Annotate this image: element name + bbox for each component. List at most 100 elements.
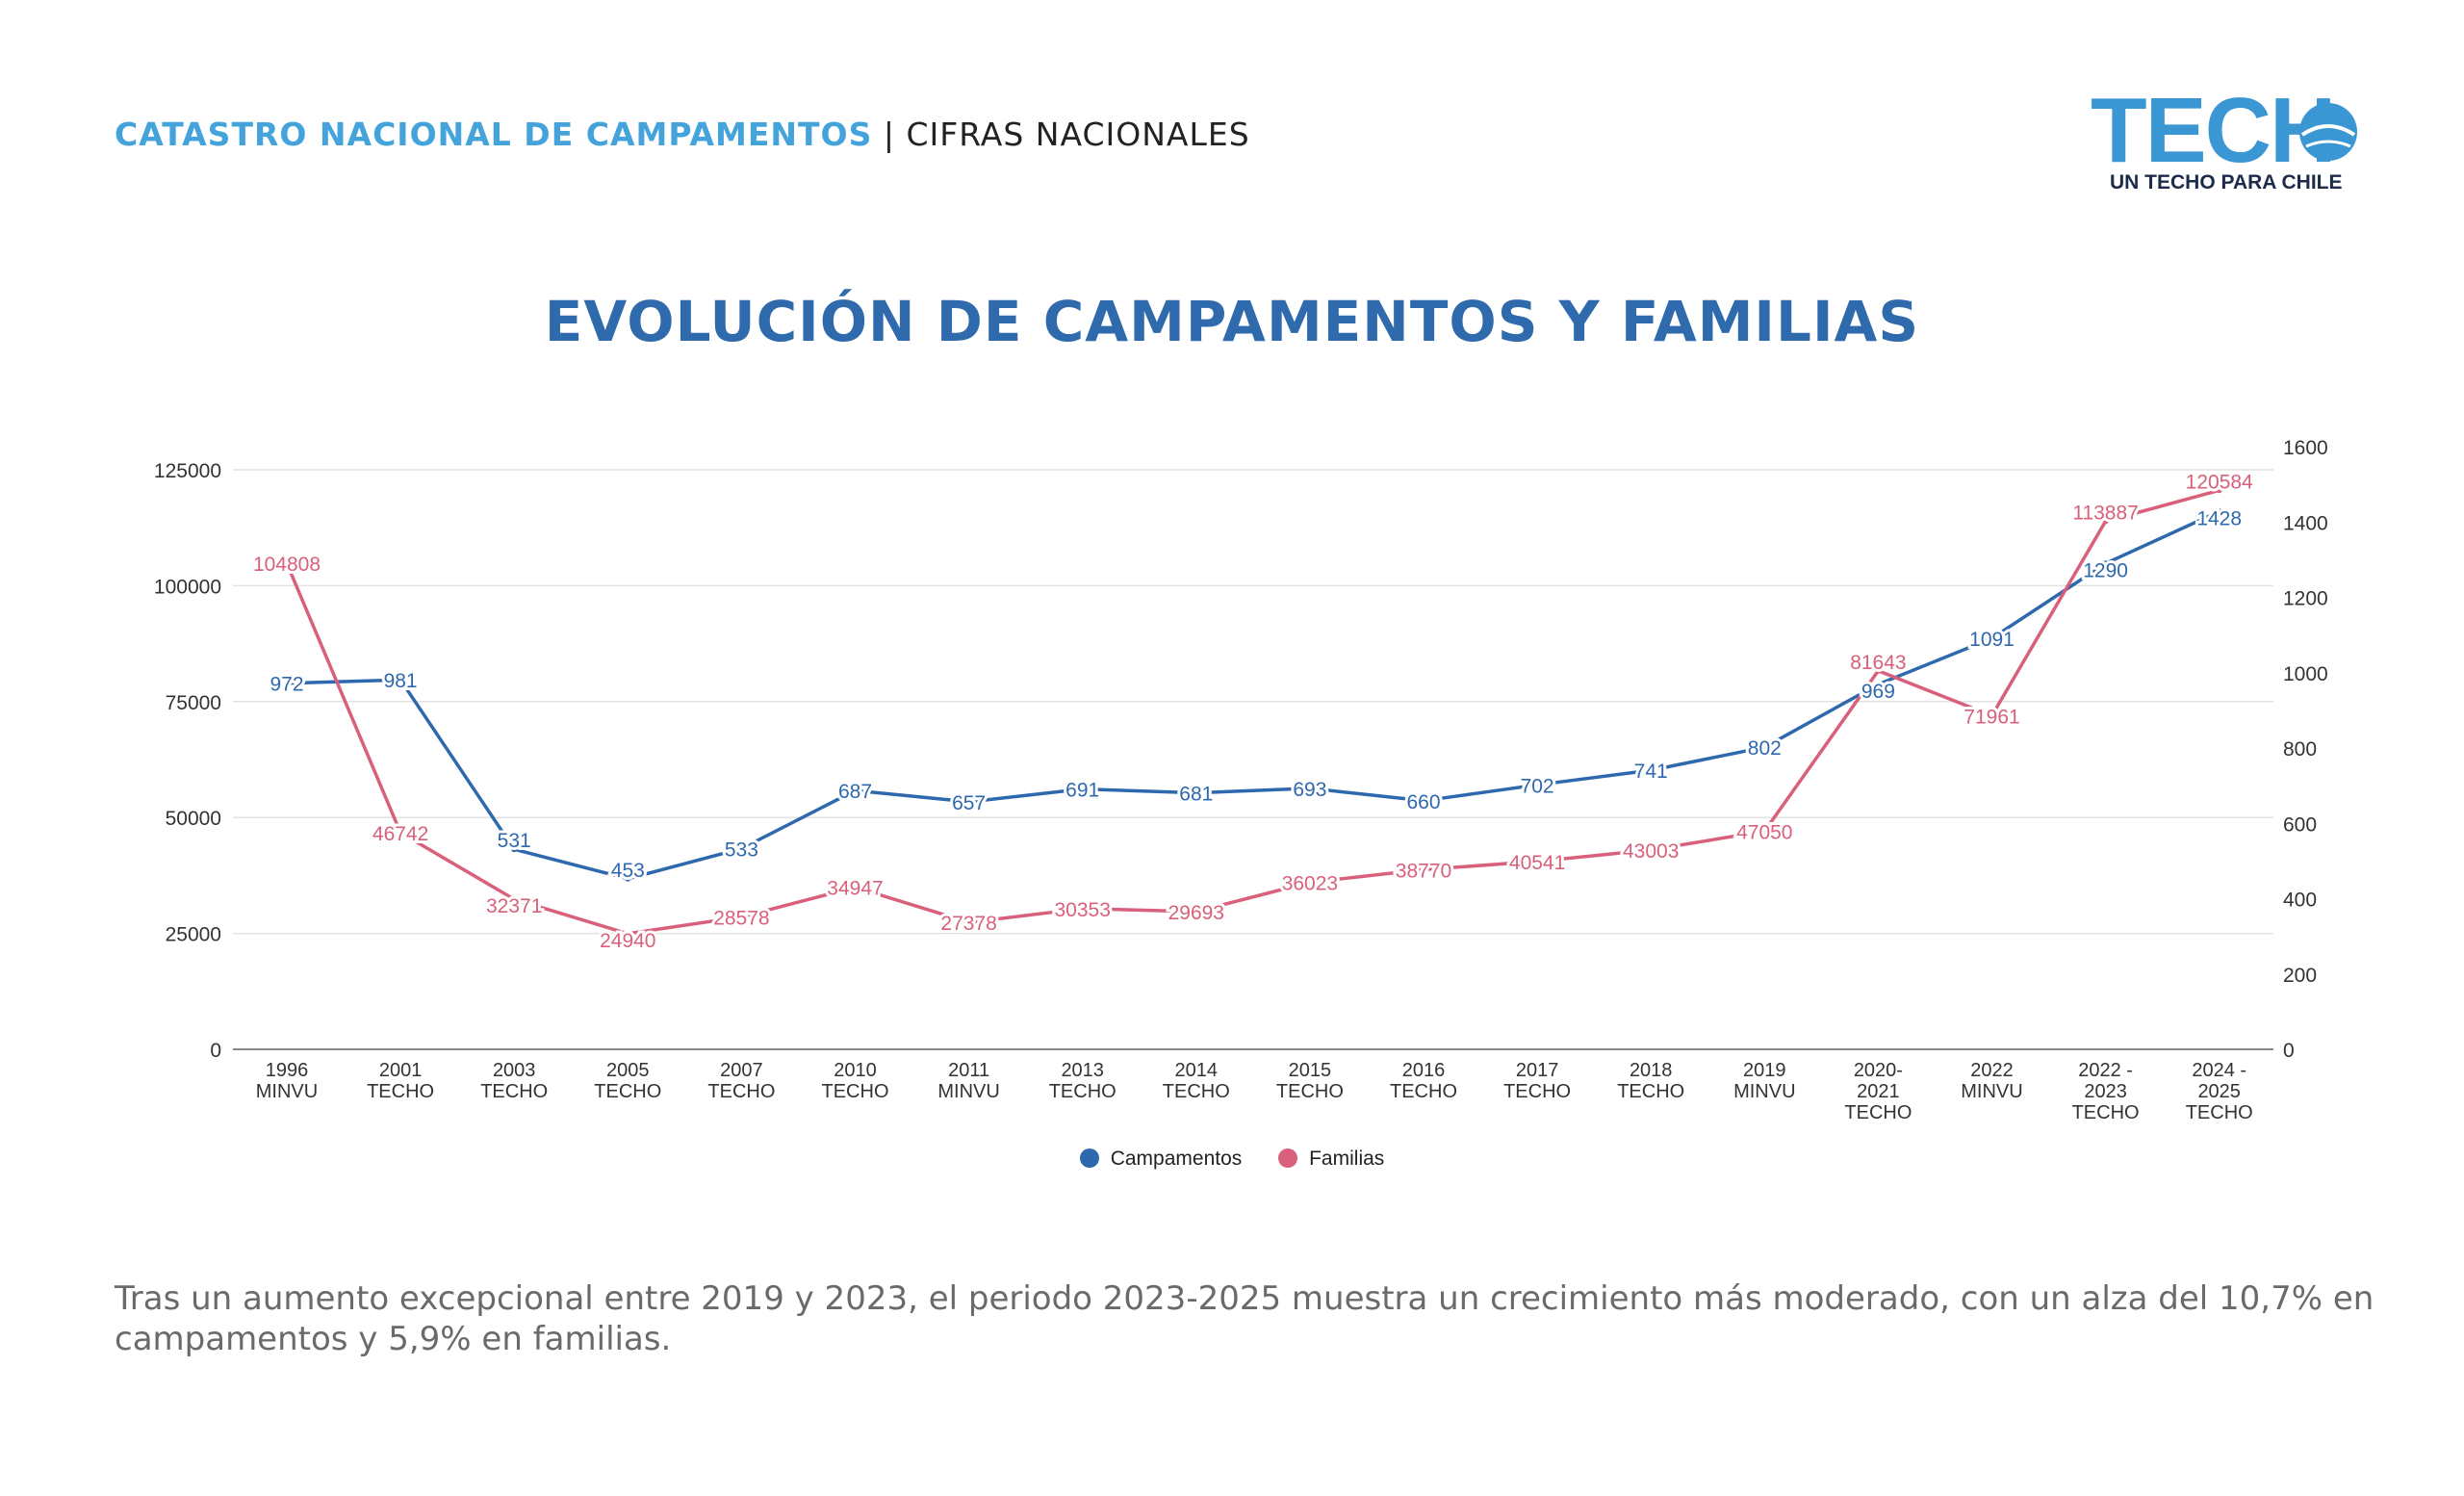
x-tick-label: 2022 - [2078,1060,2133,1081]
data-label-halo: 969 [1861,681,1895,703]
data-label-campamentos: 453 [611,860,645,882]
right-tick-label: 1600 [2283,437,2328,459]
legend-item-familias: Familias [1278,1148,1384,1171]
data-label-familias: 120584 [2186,471,2253,493]
chart-legend: Campamentos Familias [0,1148,2464,1171]
legend-dot-campamentos [1079,1148,1099,1168]
data-label-halo: 120584 [2186,471,2253,493]
right-tick-label: 400 [2283,890,2317,912]
data-label-halo: 972 [270,674,303,696]
data-label-familias: 81643 [1850,652,1906,674]
legend-label-campamentos: Campamentos [1110,1148,1243,1170]
data-label-familias: 47050 [1736,821,1792,843]
data-label-campamentos: 533 [725,838,758,861]
series-lines [284,487,2222,937]
x-tick-label: 2020- [1854,1060,1903,1081]
x-tick-label: 2018 [1630,1060,1673,1081]
data-label-campamentos: 1091 [1969,629,2015,651]
legend-item-campamentos: Campamentos [1079,1148,1243,1171]
x-tick-label: 2023 [2084,1081,2127,1102]
data-point-familias [1761,828,1768,835]
header-subtitle: | CIFRAS NACIONALES [883,116,1250,153]
data-point-familias [1079,905,1086,912]
data-label-halo: 1290 [2083,559,2128,581]
data-label-halo: 681 [1179,784,1213,806]
x-tick-label: 2022 [1970,1060,2014,1081]
header-accent: CATASTRO NACIONAL DE CAMPAMENTOS [115,116,873,153]
data-label-halo: 1428 [2196,507,2242,529]
data-label-familias: 113887 [2072,503,2139,525]
x-tick-label: MINVU [937,1081,999,1102]
data-label-halo: 981 [384,670,418,692]
data-label-campamentos: 972 [270,674,303,696]
data-label-halo: 691 [1065,780,1099,802]
x-tick-label: 1996 [266,1060,309,1081]
x-tick-label: 2016 [1402,1060,1446,1081]
chart-grid [233,469,2273,1050]
data-point-campamentos [2216,508,2222,515]
data-label-campamentos: 1290 [2083,559,2128,581]
data-point-campamentos [398,677,404,684]
data-label-campamentos: 1428 [2196,507,2242,529]
data-point-familias [1534,858,1541,864]
data-label-halo: 702 [1521,775,1554,797]
footnote-text: Tras un aumento excepcional entre 2019 y… [115,1279,2374,1358]
data-label-halo: 104808 [253,554,321,576]
data-point-familias [625,930,631,937]
data-point-familias [511,896,518,903]
data-label-halo: 47050 [1736,821,1792,843]
data-label-halo: 693 [1293,779,1326,801]
data-label-familias: 24940 [600,930,655,952]
x-tick-label: 2017 [1516,1060,1559,1081]
data-label-halo: 43003 [1623,840,1679,863]
x-tick-label: 2021 [1857,1081,1900,1102]
logo-tagline: UN TECHO PARA CHILE [2110,171,2343,193]
data-label-campamentos: 741 [1634,761,1668,783]
data-label-halo: 1091 [1969,629,2015,651]
x-tick-label: TECHO [1390,1081,1457,1102]
left-tick-label: 75000 [166,692,221,714]
left-tick-label: 100000 [154,576,221,598]
data-label-campamentos: 681 [1179,784,1213,806]
data-point-campamentos [1193,789,1199,796]
data-label-halo: 687 [838,781,872,803]
data-label-campamentos: 969 [1861,681,1895,703]
data-point-campamentos [1989,635,1995,642]
data-point-campamentos [1875,681,1882,687]
data-point-campamentos [1306,785,1313,791]
x-tick-label: TECHO [367,1081,434,1102]
data-label-halo: 29693 [1168,902,1224,924]
data-point-familias [852,884,859,890]
x-axis-labels: 1996MINVU2001TECHO2003TECHO2005TECHO2007… [256,1060,2253,1123]
data-point-familias [1989,712,1995,719]
right-axis-ticks: 0 200 400 600 800 1000 1200 1400 1600 [2283,437,2328,1062]
data-label-halo: 660 [1406,791,1440,813]
left-tick-label: 50000 [166,808,221,830]
x-tick-label: TECHO [2186,1102,2253,1123]
left-tick-label: 125000 [154,460,221,482]
data-point-campamentos [852,787,859,794]
data-point-familias [965,919,972,926]
data-point-familias [1648,846,1655,853]
x-tick-label: 2007 [720,1060,763,1081]
x-tick-label: MINVU [256,1081,318,1102]
data-point-familias [398,829,404,836]
data-label-campamentos: 531 [498,830,531,852]
right-tick-label: 1400 [2283,512,2328,534]
data-label-halo: 657 [952,792,986,814]
x-tick-label: 2010 [834,1060,877,1081]
legend-label-familias: Familias [1309,1148,1385,1170]
left-tick-label: 0 [210,1040,221,1062]
data-point-campamentos [738,845,745,852]
globe-icon [2299,103,2357,161]
x-tick-label: MINVU [1961,1081,2022,1102]
data-label-familias: 32371 [486,895,542,917]
right-tick-label: 0 [2283,1040,2295,1062]
data-label-familias: 38770 [1396,860,1451,882]
series-line-familias [285,488,2220,936]
data-label-campamentos: 702 [1521,775,1554,797]
left-axis-ticks: 0 25000 50000 75000 100000 125000 [154,460,221,1062]
right-tick-label: 800 [2283,738,2317,761]
